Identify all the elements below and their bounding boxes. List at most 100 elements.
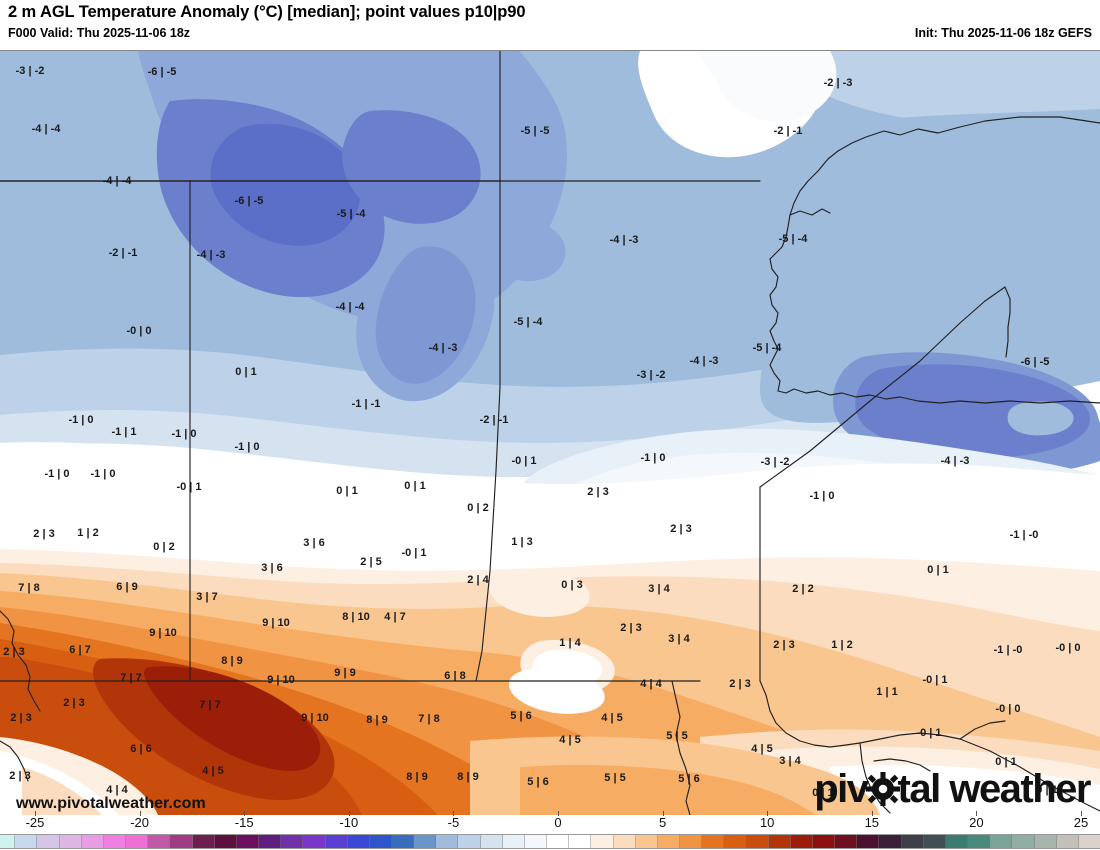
colorbar-tick-label: -10: [339, 815, 359, 830]
colorbar-segment: [192, 834, 215, 849]
point-value-label: -5 | -4: [336, 208, 366, 220]
colorbar-segment: [347, 834, 370, 849]
point-value-label: -0 | 1: [176, 481, 202, 493]
point-value-label: 6 | 9: [116, 581, 138, 593]
colorbar-segment: [0, 834, 16, 849]
point-value-label: 0 | 1: [235, 366, 257, 378]
point-value-label: 1 | 1: [876, 686, 898, 698]
point-value-label: -0 | 0: [1055, 642, 1081, 654]
colorbar-segment: [436, 834, 459, 849]
colorbar-segment: [15, 834, 38, 849]
point-value-label: 4 | 5: [202, 765, 224, 777]
point-value-label: 9 | 10: [267, 674, 295, 686]
point-value-label: 7 | 7: [120, 672, 142, 684]
point-value-label: -0 | 0: [126, 325, 152, 337]
point-value-label: 0 | 2: [153, 541, 175, 553]
colorbar-segment: [1056, 834, 1079, 849]
point-value-label: 7 | 8: [18, 582, 40, 594]
point-value-label: 1 | 4: [559, 637, 581, 649]
point-value-label: 6 | 6: [130, 743, 152, 755]
colorbar-tick-label: -20: [130, 815, 149, 830]
point-value-label: -6 | -5: [147, 66, 177, 78]
point-value-label: 2 | 3: [9, 770, 31, 782]
point-value-label: 0 | 1: [404, 480, 426, 492]
colorbar-tick-label: -25: [25, 815, 45, 830]
colorbar-segment: [591, 834, 614, 849]
colorbar-segment: [835, 834, 858, 849]
point-value-label: 2 | 3: [670, 523, 692, 535]
colorbar-tick-mark: [453, 811, 455, 816]
colorbar-tick-label: 5: [658, 815, 667, 830]
point-value-label: 2 | 3: [587, 486, 609, 498]
point-value-label: 5 | 5: [604, 772, 626, 784]
point-value-label: 1 | 2: [831, 639, 853, 651]
point-value-label: -5 | -4: [778, 233, 808, 245]
map-header: 2 m AGL Temperature Anomaly (°C) [median…: [0, 0, 1100, 51]
colorbar-segment: [170, 834, 193, 849]
colorbar-tick-mark: [139, 811, 141, 816]
pivotal-weather-logo: piv: [814, 769, 1091, 809]
init-time-label: Init: Thu 2025-11-06 18z GEFS: [914, 26, 1092, 40]
colorbar-segment: [214, 834, 237, 849]
point-value-label: 1 | 3: [511, 536, 533, 548]
point-value-label: 3 | 6: [261, 562, 283, 574]
colorbar-segment: [790, 834, 813, 849]
point-value-label: -1 | 0: [640, 452, 666, 464]
temperature-anomaly-contours: [0, 51, 1100, 815]
colorbar-segment: [945, 834, 969, 849]
point-value-label: 0 | 1: [812, 787, 834, 799]
point-value-label: -2 | -1: [479, 414, 509, 426]
point-value-label: -6 | -5: [234, 195, 264, 207]
point-value-label: -4 | -3: [940, 455, 970, 467]
point-value-label: 3 | 6: [303, 537, 325, 549]
point-value-label: 8 | 9: [406, 771, 428, 783]
colorbar-segment: [103, 834, 127, 849]
point-value-label: -1 | 1: [111, 426, 137, 438]
point-value-label: 0 | 1: [336, 485, 358, 497]
point-value-label: 0 | 1: [1036, 784, 1058, 796]
colorbar-segment: [968, 834, 991, 849]
map-canvas[interactable]: -3 | -2 -6 | -5 -4 | -4 -5 | -5 -2 | -1 -2 | …: [0, 51, 1100, 815]
point-value-label: 4 | 5: [601, 712, 623, 724]
point-value-label: 4 | 7: [384, 611, 406, 623]
point-value-label: 5 | 5: [666, 730, 688, 742]
point-value-label: 3 | 4: [648, 583, 670, 595]
colorbar-tick-label: 25: [1073, 815, 1089, 830]
point-value-label: -5 | -4: [513, 316, 543, 328]
point-value-label: 2 | 3: [729, 678, 751, 690]
point-value-label: -1 | 0: [44, 468, 70, 480]
colorbar[interactable]: -25 -20 -15 -10 -5 0 5 10 15 20 25: [0, 811, 1100, 850]
point-value-label: 3 | 4: [668, 633, 690, 645]
colorbar-segment: [148, 834, 171, 849]
point-value-label: 0 | 1: [927, 564, 949, 576]
point-value-label: -5 | -4: [752, 342, 782, 354]
colorbar-segment: [569, 834, 592, 849]
gear-icon: [865, 772, 900, 806]
point-value-label: 5 | 6: [527, 776, 549, 788]
point-value-label: -2 | -1: [108, 247, 138, 259]
colorbar-tick-label: -5: [447, 815, 460, 830]
colorbar-segment: [1078, 834, 1100, 849]
point-value-label: 9 | 10: [301, 712, 329, 724]
point-value-label: -3 | -2: [760, 456, 790, 468]
point-value-label: 5 | 6: [510, 710, 532, 722]
colorbar-segment: [81, 834, 104, 849]
colorbar-segment: [126, 834, 149, 849]
point-value-label: -4 | -3: [689, 355, 719, 367]
site-url-watermark: www.pivotalweather.com: [16, 795, 206, 812]
colorbar-segment: [635, 834, 658, 849]
colorbar-segment: [768, 834, 791, 849]
valid-time-label: F000 Valid: Thu 2025-11-06 18z: [8, 26, 191, 40]
point-value-label: 9 | 9: [334, 667, 356, 679]
colorbar-segment: [923, 834, 946, 849]
point-value-label: 2 | 5: [360, 556, 382, 568]
colorbar-tick-mark: [871, 811, 873, 816]
point-value-label: -4 | -3: [196, 249, 226, 261]
colorbar-tick-label: -15: [234, 815, 254, 830]
point-value-label: 6 | 7: [69, 644, 91, 656]
point-value-label: -0 | 1: [916, 727, 942, 739]
point-value-label: 0 | 1: [995, 756, 1017, 768]
colorbar-tick-label: 20: [969, 815, 984, 830]
point-value-label: -6 | -5: [1020, 356, 1050, 368]
